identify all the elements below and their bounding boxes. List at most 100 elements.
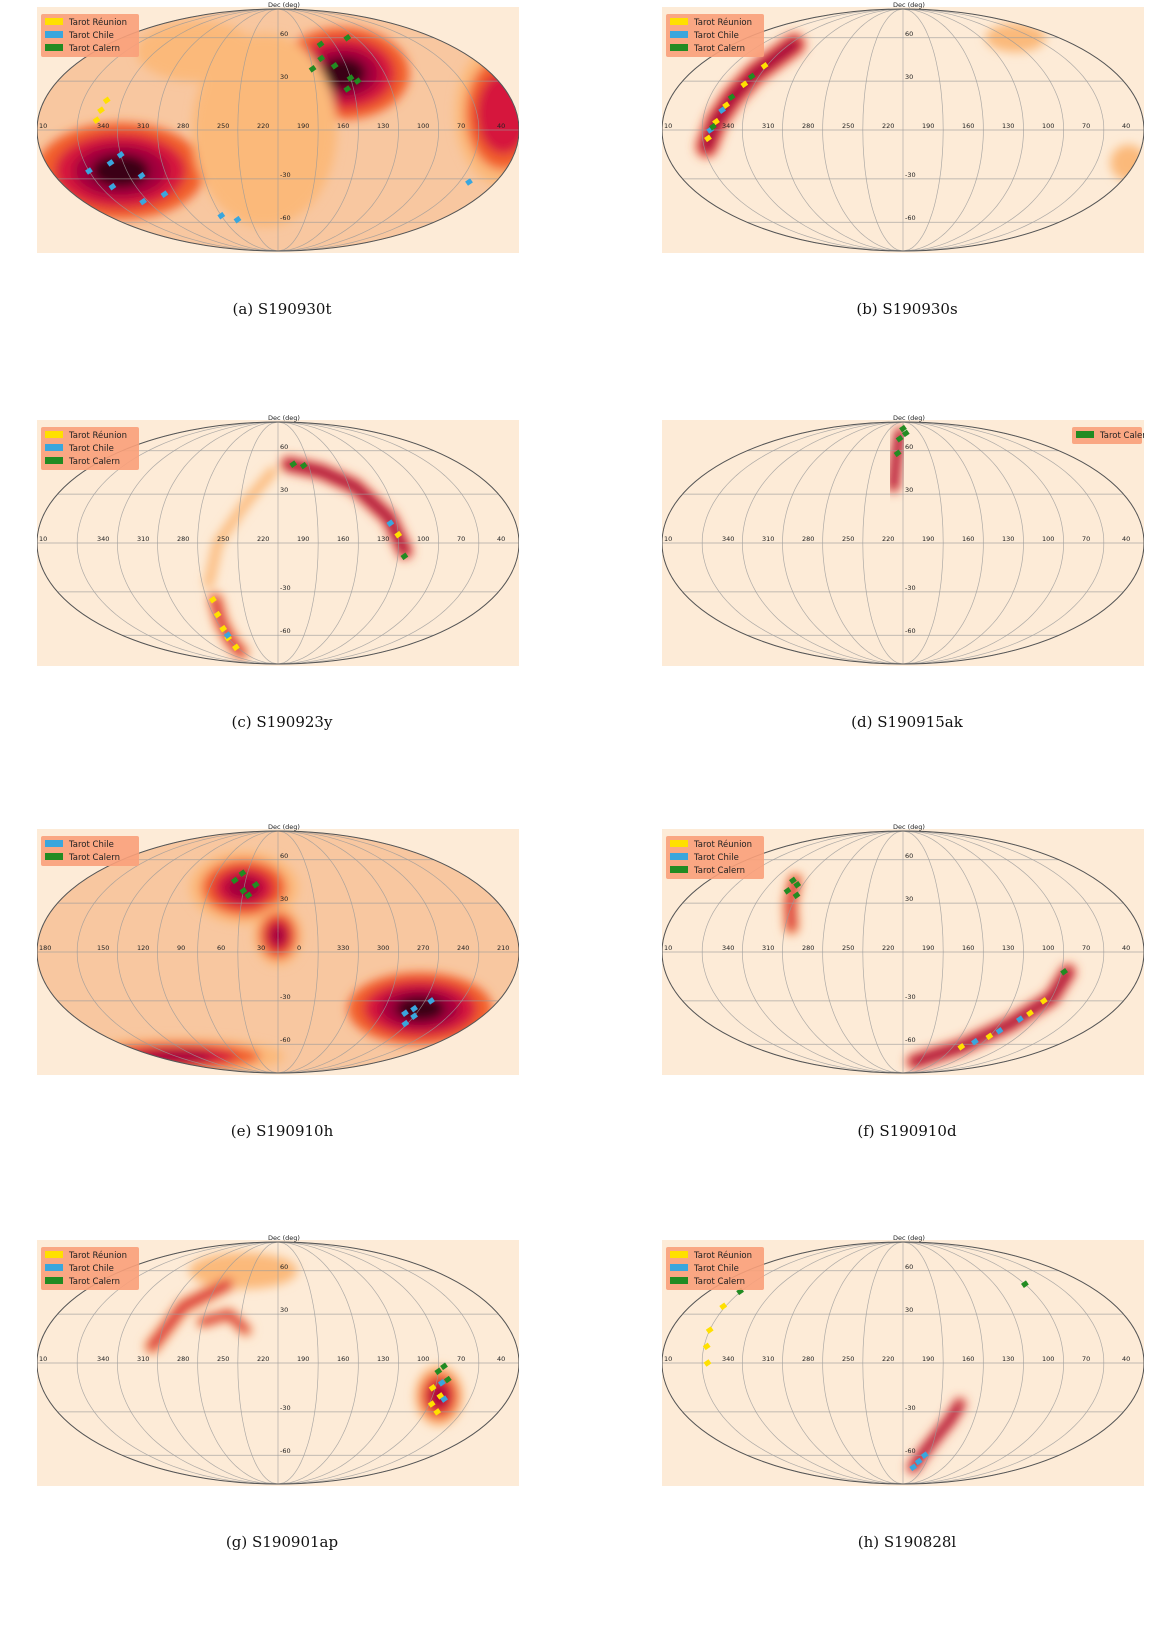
dec-tick-label: 30 (905, 73, 913, 81)
legend-label: Tarot Calern (68, 1277, 120, 1287)
ra-tick-label: 160 (337, 1355, 349, 1363)
legend-swatch (670, 1264, 688, 1271)
chart-caption: (g) S190901ap (37, 1533, 527, 1551)
legend-label: Tarot Réunion (68, 430, 127, 441)
legend-swatch (45, 1277, 63, 1284)
ra-tick-label: 100 (1042, 944, 1054, 952)
ra-tick-label: 250 (842, 535, 854, 543)
legend-label: Tarot Chile (693, 1264, 739, 1274)
legend-swatch (45, 44, 63, 51)
dec-tick-label: 60 (280, 30, 288, 38)
chart-caption: (a) S190930t (37, 300, 527, 318)
ra-tick-label: 220 (257, 535, 269, 543)
ra-tick-label: 10 (664, 122, 672, 130)
chart-caption: (c) S190923y (37, 713, 527, 731)
legend-swatch (670, 18, 688, 25)
ra-tick-label: 40 (497, 122, 505, 130)
legend-swatch (45, 853, 63, 860)
ra-tick-label: 220 (257, 122, 269, 130)
dec-tick-label: -30 (280, 171, 291, 179)
ra-tick-label: 90 (177, 944, 185, 952)
ra-tick-label: 130 (1002, 122, 1014, 130)
ra-tick-label: 310 (137, 122, 149, 130)
ra-tick-label: 240 (457, 944, 469, 952)
ra-tick-label: 160 (962, 535, 974, 543)
ra-tick-label: 280 (177, 1355, 189, 1363)
legend-swatch (45, 444, 63, 451)
ra-tick-label: 310 (762, 944, 774, 952)
ra-tick-label: 270 (417, 944, 429, 952)
ra-tick-label: 310 (762, 122, 774, 130)
ra-tick-label: 280 (177, 122, 189, 130)
ra-tick-label: 220 (882, 535, 894, 543)
legend-swatch (670, 840, 688, 847)
ra-tick-label: 100 (417, 122, 429, 130)
dec-axis-label: Dec (deg) (268, 823, 300, 831)
ra-tick-label: 70 (457, 122, 465, 130)
ra-tick-label: 220 (882, 122, 894, 130)
legend-label: Tarot Réunion (693, 1250, 752, 1261)
ra-tick-label: 250 (217, 1355, 229, 1363)
ra-tick-label: 10 (39, 535, 47, 543)
ra-tick-label: 340 (722, 122, 734, 130)
ra-tick-label: 100 (1042, 535, 1054, 543)
ra-tick-label: 190 (297, 1355, 309, 1363)
prob-blob-1 (92, 155, 149, 188)
ra-tick-label: 160 (962, 122, 974, 130)
dec-tick-label: -30 (905, 993, 916, 1001)
ra-tick-label: 280 (802, 1355, 814, 1363)
legend-swatch (670, 853, 688, 860)
chart-caption: (e) S190910h (37, 1122, 527, 1140)
dec-tick-label: -60 (905, 627, 916, 635)
ra-tick-label: 40 (1122, 1355, 1130, 1363)
dec-axis-label: Dec (deg) (893, 1, 925, 9)
dec-tick-label: 30 (905, 486, 913, 494)
ra-tick-label: 340 (722, 1355, 734, 1363)
legend-label: Tarot Calern (693, 44, 745, 54)
prob-blob-4 (136, 21, 256, 82)
ra-tick-label: 280 (802, 122, 814, 130)
ra-tick-label: 100 (417, 1355, 429, 1363)
ra-tick-label: 250 (842, 1355, 854, 1363)
chart-caption: (b) S190930s (662, 300, 1152, 318)
ra-tick-label: 340 (97, 535, 109, 543)
ra-tick-label: 130 (1002, 535, 1014, 543)
dec-axis-label: Dec (deg) (893, 823, 925, 831)
ra-tick-label: 130 (377, 535, 389, 543)
dec-tick-label: 30 (905, 1306, 913, 1314)
ra-tick-label: 310 (137, 1355, 149, 1363)
legend-label: Tarot Chile (68, 840, 114, 850)
ra-tick-label: 40 (1122, 944, 1130, 952)
ra-tick-label: 40 (497, 535, 505, 543)
ra-tick-label: 70 (1082, 122, 1090, 130)
ra-tick-label: 310 (137, 535, 149, 543)
legend-label: Tarot Chile (68, 444, 114, 454)
legend-label: Tarot Calern (68, 457, 120, 467)
dec-tick-label: 60 (905, 443, 913, 451)
dec-axis-label: Dec (deg) (268, 1, 300, 9)
legend-label: Tarot Réunion (693, 839, 752, 850)
ra-tick-label: 250 (217, 535, 229, 543)
ra-tick-label: 60 (217, 944, 225, 952)
ra-tick-label: 100 (1042, 1355, 1054, 1363)
ra-tick-label: 70 (1082, 1355, 1090, 1363)
legend-swatch (670, 1277, 688, 1284)
legend-label: Tarot Chile (693, 31, 739, 41)
dec-tick-label: -30 (905, 171, 916, 179)
legend-label: Tarot Chile (693, 853, 739, 863)
ra-tick-label: 30 (257, 944, 265, 952)
legend-swatch (45, 1251, 63, 1258)
ra-tick-label: 10 (664, 535, 672, 543)
